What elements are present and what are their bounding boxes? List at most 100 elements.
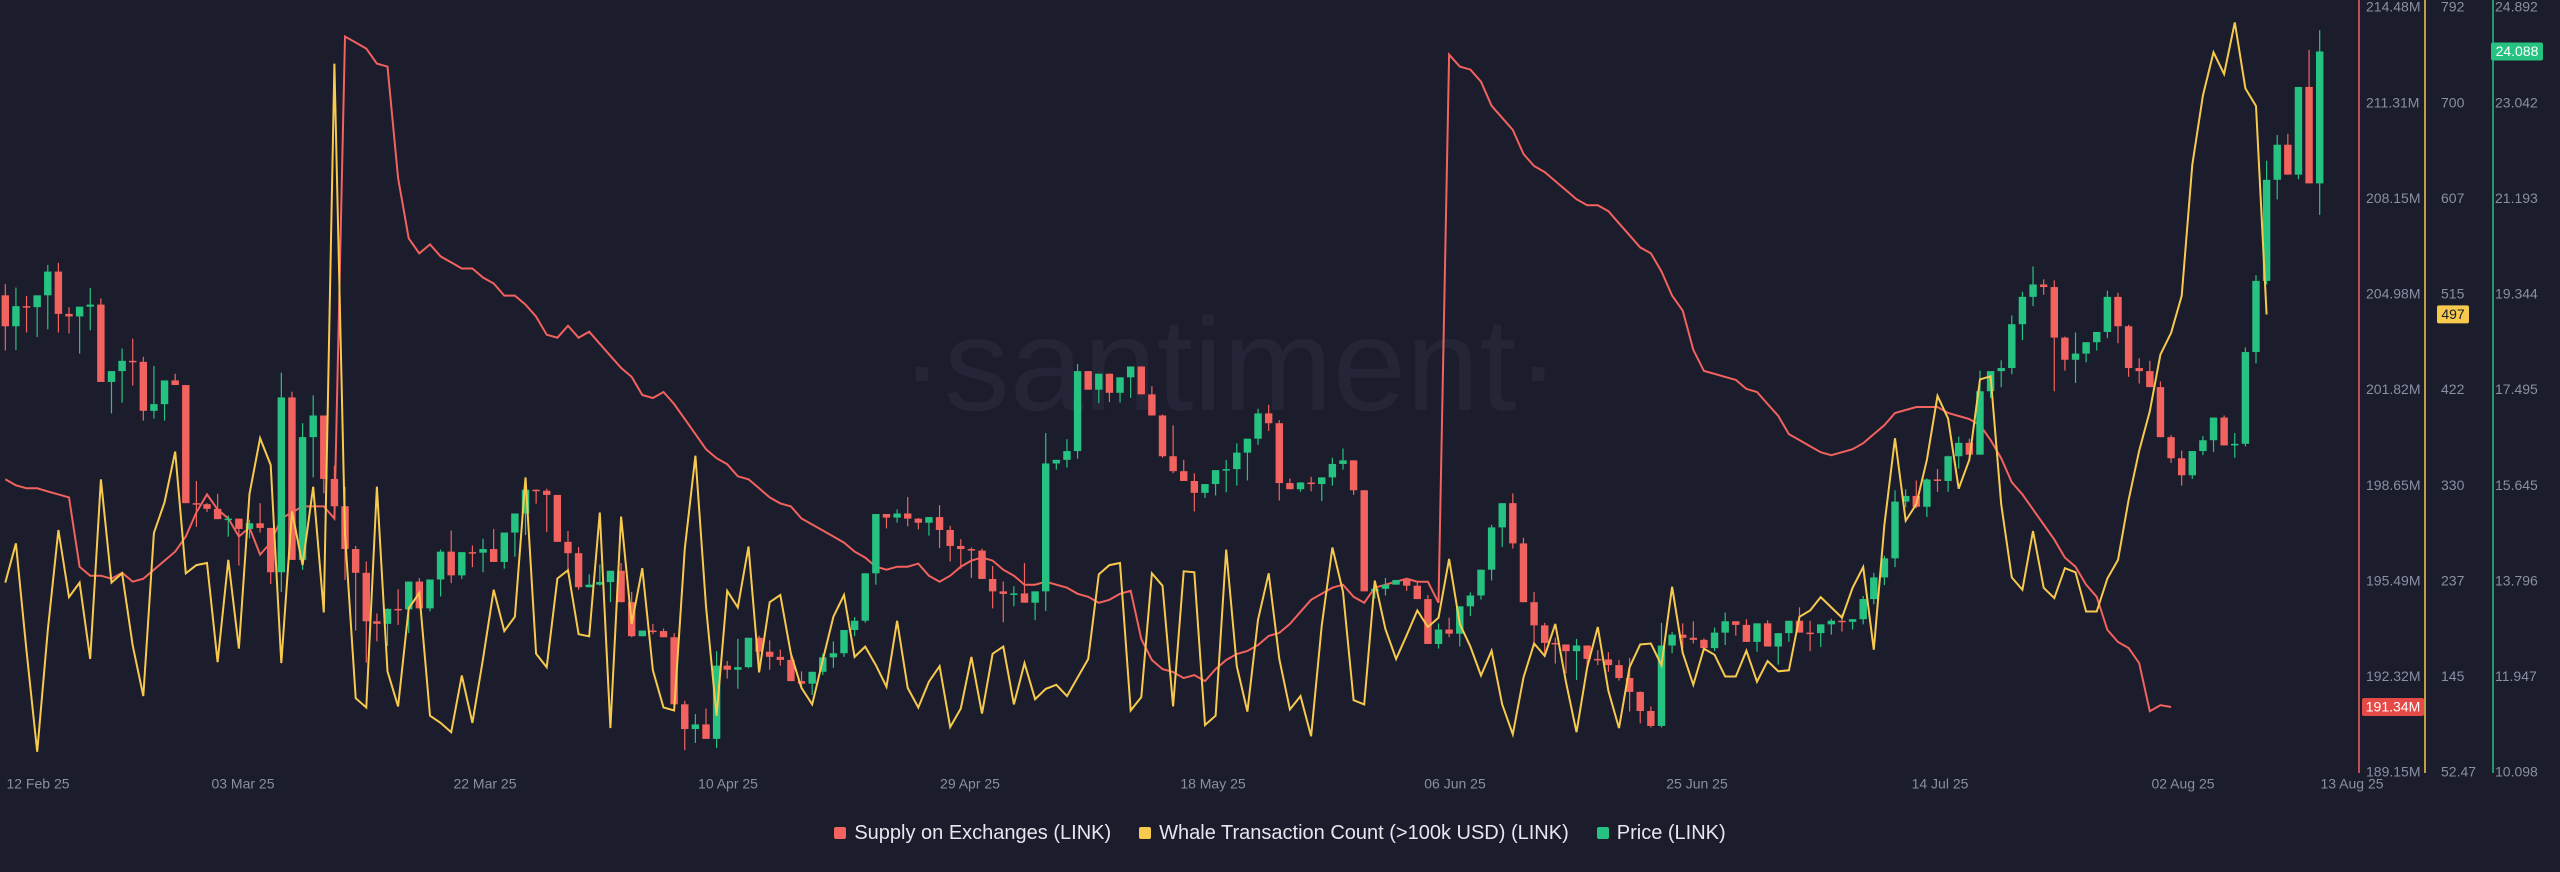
candle-body (2220, 417, 2228, 446)
legend: Supply on Exchanges (LINK) Whale Transac… (0, 818, 2560, 848)
legend-item-supply[interactable]: Supply on Exchanges (LINK) (834, 822, 1111, 845)
candle-body (1434, 629, 1443, 644)
price-candle (1031, 591, 1039, 621)
candle-body (1169, 456, 1177, 472)
price-candles-layer (1, 30, 2324, 751)
price-candle (1339, 448, 1347, 470)
candle-body (245, 523, 254, 529)
candle-body (1976, 391, 1984, 455)
candle-body (1424, 599, 1432, 644)
whale-tick-label: 330 (2441, 477, 2465, 493)
x-tick-label: 02 Aug 25 (2151, 776, 2214, 792)
candle-body (436, 551, 445, 580)
supply-value-badge: 191.34M (2362, 698, 2424, 717)
price-candle (935, 505, 944, 549)
candle-body (1137, 366, 1145, 395)
legend-item-whale[interactable]: Whale Transaction Count (>100k USD) (LIN… (1139, 822, 1569, 845)
candle-body (2252, 280, 2260, 353)
candle-body (107, 371, 116, 382)
candle-body (1530, 602, 1538, 626)
x-tick-label: 22 Mar 25 (453, 776, 516, 792)
price-candle (1880, 555, 1889, 586)
price-candle (553, 494, 562, 542)
candle-body (1211, 470, 1220, 485)
candle-body (2071, 353, 2080, 360)
candle-body (893, 513, 901, 518)
price-candle (1742, 619, 1751, 642)
price-candle (1254, 408, 1262, 445)
price-candle (309, 395, 317, 478)
candle-body (606, 570, 615, 583)
candle-body (691, 724, 700, 730)
price-candle (1817, 624, 1825, 648)
supply-tick-label: 201.82M (2366, 381, 2420, 397)
price-candle (33, 295, 41, 338)
price-candle (22, 295, 31, 333)
candle-body (1678, 634, 1687, 638)
price-candle (1668, 632, 1676, 654)
price-candle (999, 581, 1007, 623)
candle-body (1222, 469, 1230, 471)
axes-layer: 214.48M 211.31M 208.15M 204.98M 201.82M 198.6… (2358, 0, 2543, 780)
candle-body (1466, 595, 1475, 607)
price-candle (1848, 619, 1857, 630)
price-candle (723, 660, 731, 679)
candle-body (2103, 296, 2112, 332)
candle-body (2093, 331, 2101, 343)
candle-body (373, 621, 381, 624)
legend-item-price[interactable]: Price (LINK) (1596, 822, 1726, 845)
candle-body (1838, 620, 1846, 623)
price-candle (1562, 644, 1570, 674)
candle-body (1031, 591, 1039, 603)
price-candle (2018, 291, 2027, 341)
whale-tick-label: 792 (2441, 0, 2465, 15)
candle-body (2061, 337, 2069, 360)
supply-tick-label: 195.49M (2366, 572, 2420, 588)
candle-body (946, 529, 954, 546)
candle-body (1625, 677, 1634, 692)
price-candle (1806, 620, 1814, 652)
candle-body (277, 397, 286, 573)
price-candle (1190, 473, 1199, 512)
price-candle (681, 700, 689, 751)
price-candle (298, 423, 307, 570)
price-candle (1689, 621, 1698, 644)
watermark: ·santiment· (900, 291, 1560, 438)
supply-line-layer (4, 34, 2172, 713)
price-candle (1381, 577, 1390, 596)
price-candle (426, 579, 434, 612)
candle-body (1848, 619, 1857, 622)
candle-body (787, 659, 795, 682)
price-tick-label: 10.098 (2495, 764, 2538, 780)
price-candle (1264, 404, 1273, 431)
candle-body (1827, 620, 1836, 625)
price-candle (2167, 435, 2175, 463)
price-candle (267, 527, 275, 585)
price-candle (2082, 342, 2090, 363)
price-candle (1328, 457, 1337, 486)
candle-body (1328, 463, 1337, 478)
price-candle (882, 513, 891, 529)
candle-body (267, 527, 275, 573)
candle-body (1710, 632, 1719, 649)
candle-body (2039, 284, 2048, 288)
candle-body (2135, 368, 2143, 372)
price-candle (2135, 358, 2143, 384)
price-candle (691, 714, 700, 743)
candle-body (1243, 438, 1252, 453)
candle-body (213, 508, 222, 520)
price-candle (1509, 493, 1517, 549)
candle-body (2082, 342, 2090, 354)
candle-body (1901, 495, 1910, 502)
candle-body (22, 306, 31, 308)
price-candle (2177, 450, 2186, 486)
candle-body (1891, 501, 1899, 559)
candle-body (734, 667, 742, 670)
price-candle (118, 348, 126, 403)
candle-body (2177, 458, 2186, 476)
candle-body (925, 517, 933, 523)
candle-body (2241, 352, 2250, 444)
candle-body (1657, 645, 1666, 726)
